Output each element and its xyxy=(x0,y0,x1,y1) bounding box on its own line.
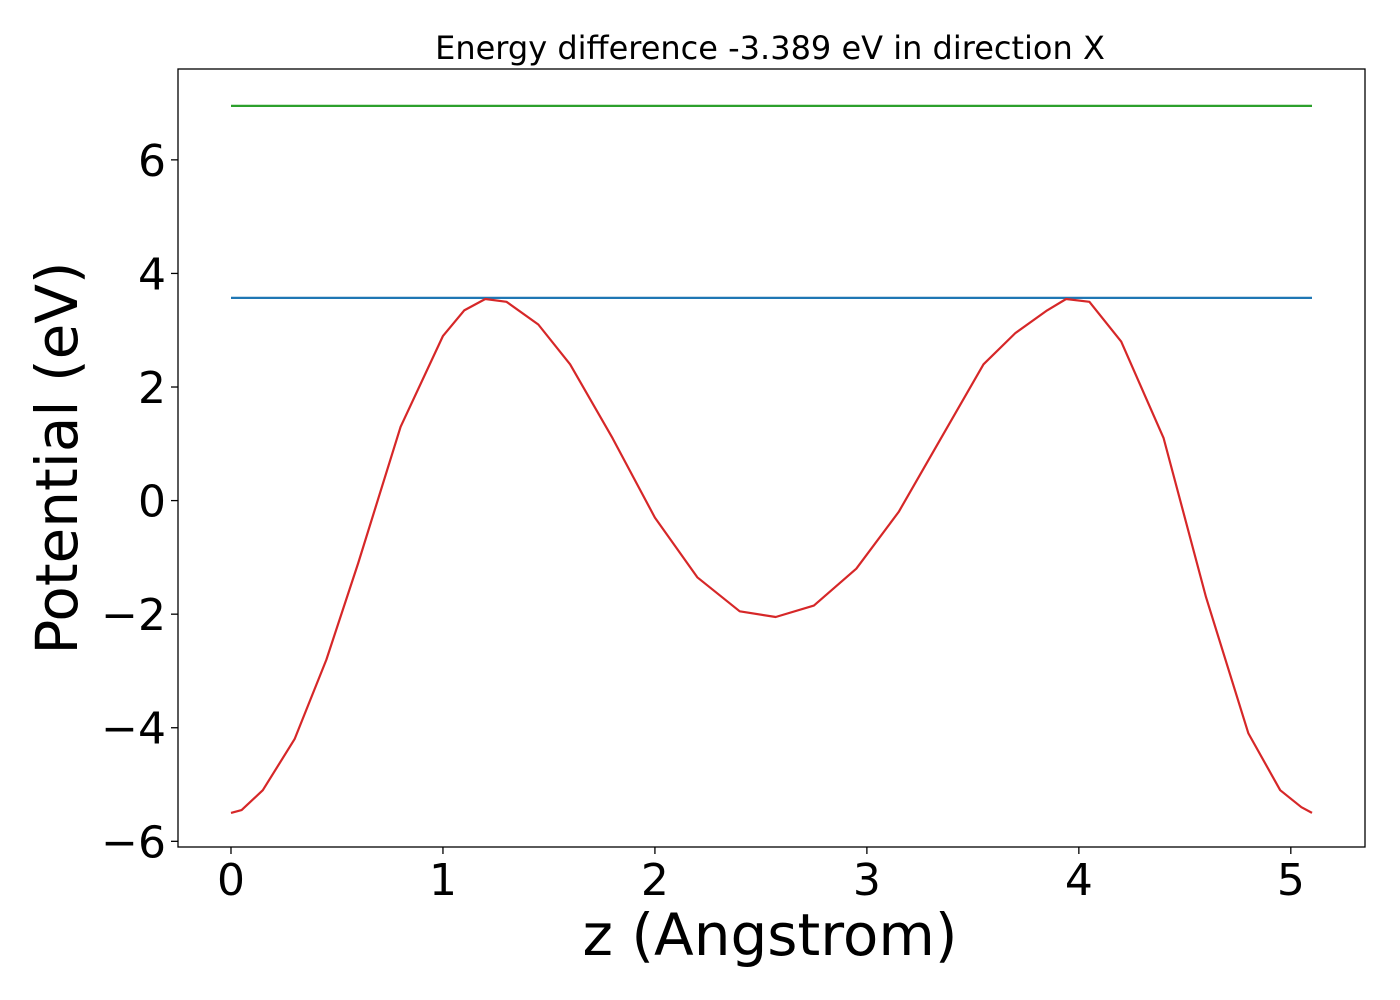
series-layer xyxy=(230,104,1313,814)
y-axis-label: Potential (eV) xyxy=(23,261,91,654)
x-axis-label: z (Angstrom) xyxy=(583,901,958,969)
series-line-3 xyxy=(230,297,1313,814)
x-axis-ticks: 0 1 2 3 4 5 xyxy=(217,847,1305,906)
y-tick-label: −6 xyxy=(101,817,166,868)
y-axis-ticks: −6 −4 −2 0 2 4 6 xyxy=(101,136,178,868)
y-tick-label: −4 xyxy=(101,704,166,755)
x-tick-label: 4 xyxy=(1065,855,1093,906)
y-tick-label: 4 xyxy=(138,249,166,300)
plot-area-frame xyxy=(177,68,1366,848)
x-tick-label: 1 xyxy=(429,855,457,906)
x-tick-label: 3 xyxy=(853,855,881,906)
y-tick-label: 2 xyxy=(138,363,166,414)
y-tick-label: 0 xyxy=(138,477,166,528)
x-tick-label: 5 xyxy=(1277,855,1305,906)
x-tick-label: 0 xyxy=(217,855,245,906)
y-tick-label: 6 xyxy=(138,136,166,187)
y-tick-label: −2 xyxy=(101,590,166,641)
x-tick-label: 2 xyxy=(641,855,669,906)
chart-title: Energy difference -3.389 eV in direction… xyxy=(435,29,1105,67)
